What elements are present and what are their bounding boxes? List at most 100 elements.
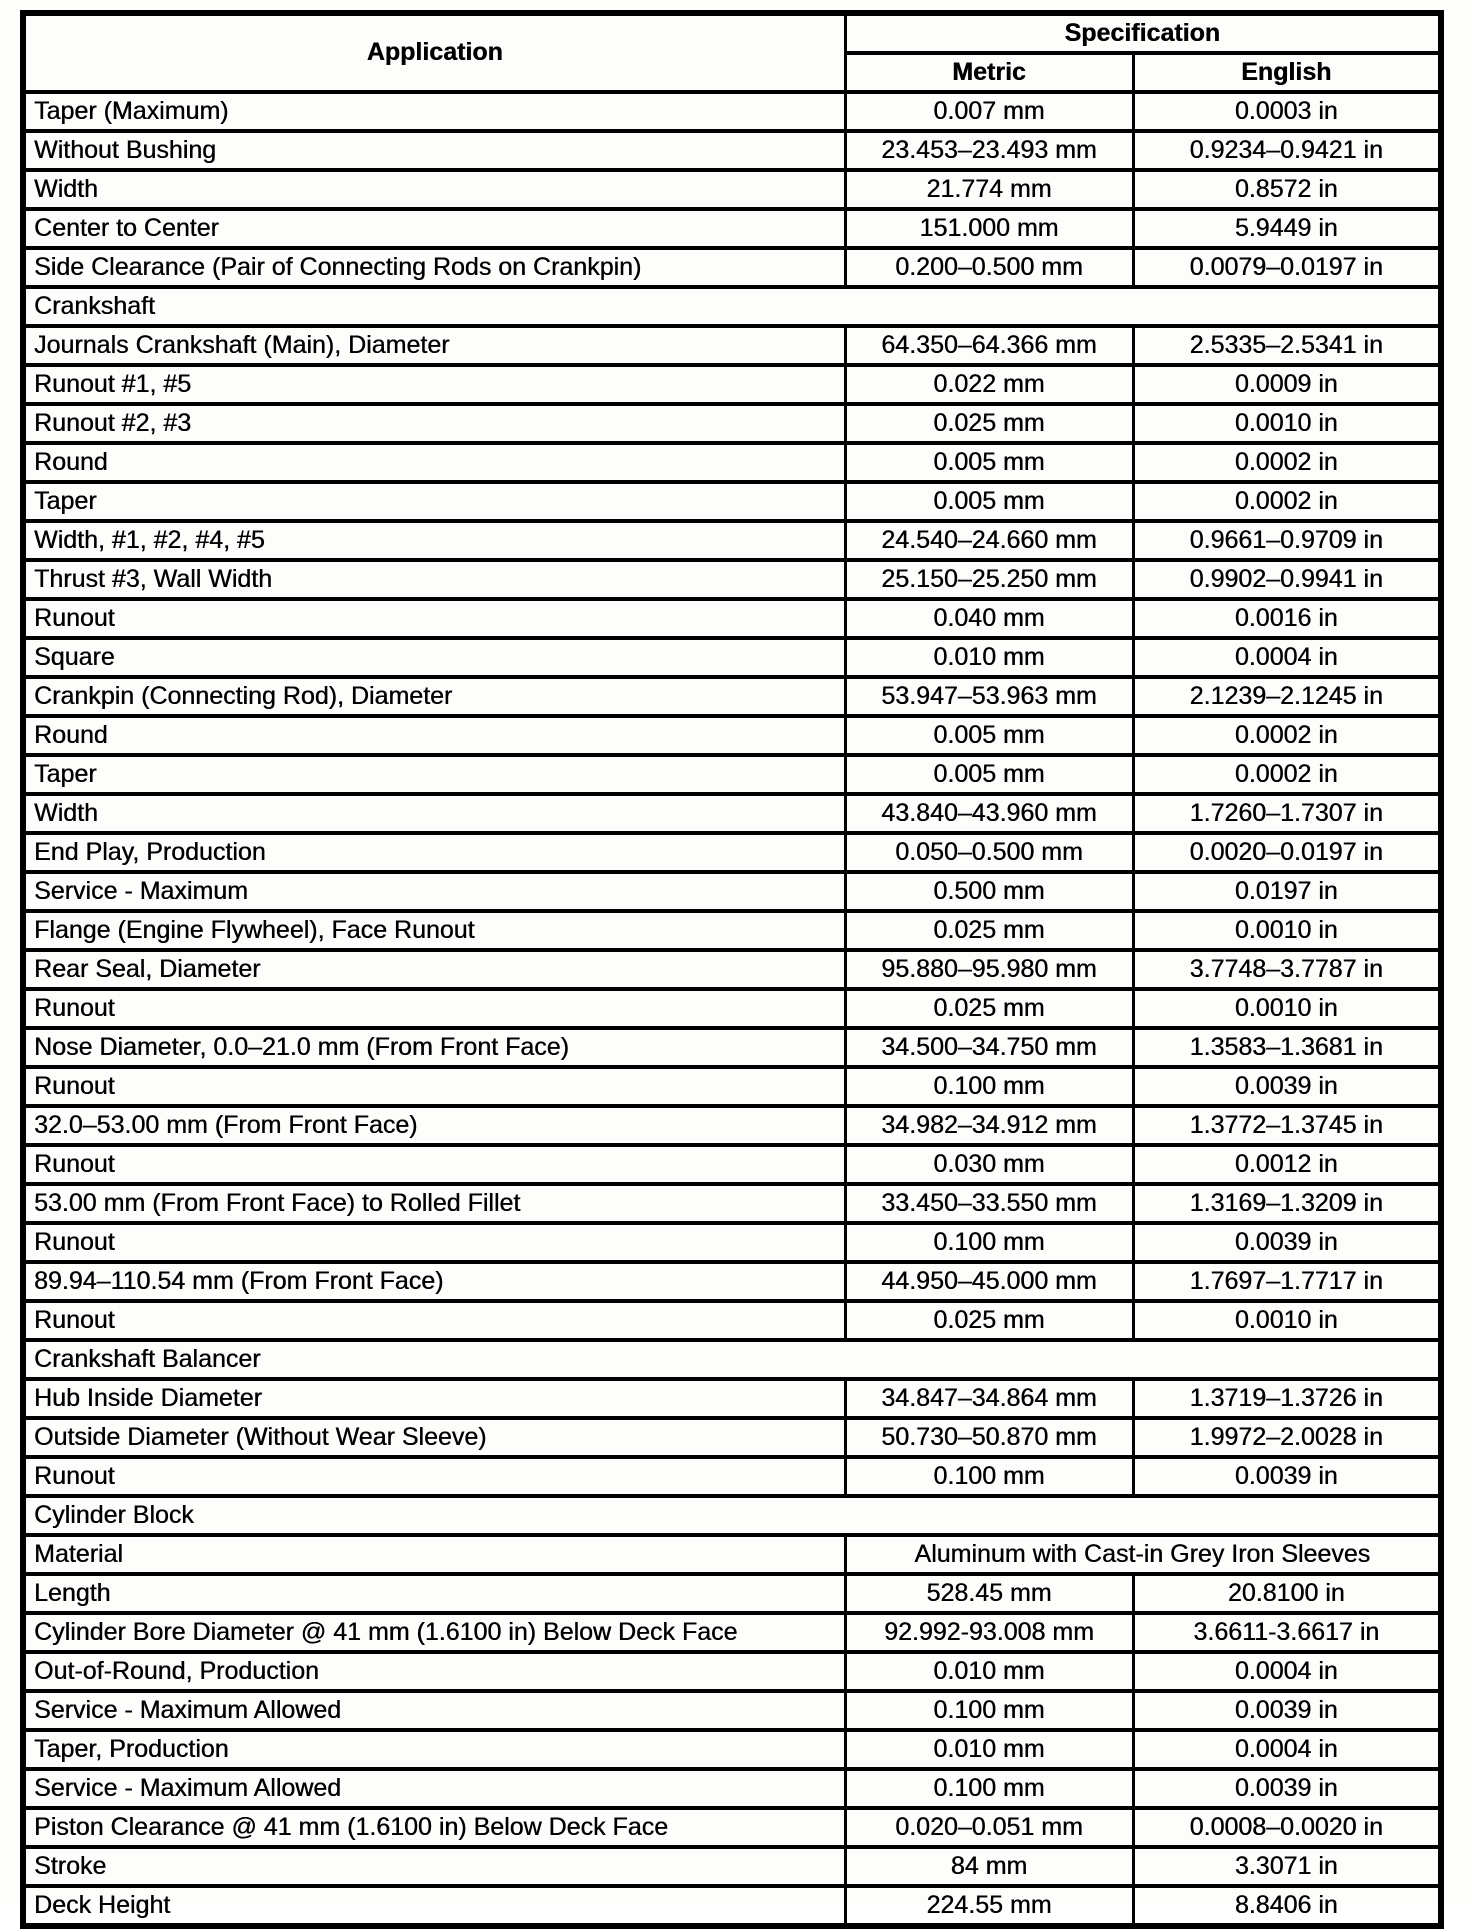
table-row: Rear Seal, Diameter 95.880–95.980 mm 3.774… [21, 948, 1443, 991]
metric-value-cell: 0.005 mm [843, 480, 1135, 523]
row-label-cell: Taper [21, 753, 847, 796]
table-row: Square 0.010 mm 0.0004 in [21, 636, 1443, 679]
table-row: Crankpin (Connecting Rod), Diameter 53.94… [21, 675, 1443, 718]
row-label-cell: Hub Inside Diameter [21, 1377, 847, 1420]
metric-value-cell: 0.025 mm [843, 402, 1135, 445]
row-label-cell: Runout #2, #3 [21, 402, 847, 445]
table-row: Journals Crankshaft (Main), Diameter 64.3… [21, 324, 1443, 367]
metric-value-cell: 224.55 mm [843, 1884, 1135, 1928]
table-row: Thrust #3, Wall Width 25.150–25.250 mm 0.9… [21, 558, 1443, 601]
row-label-cell: Width [21, 168, 847, 211]
table-row: Nose Diameter, 0.0–21.0 mm (From Front F… [21, 1026, 1443, 1069]
metric-value-cell: 43.840–43.960 mm [843, 792, 1135, 835]
metric-value-cell: 0.005 mm [843, 441, 1135, 484]
english-value-cell: 0.0039 in [1131, 1221, 1443, 1264]
table-row: Runout 0.040 mm 0.0016 in [21, 597, 1443, 640]
specification-column-group-header: Specification [843, 11, 1443, 55]
metric-value-cell: 0.025 mm [843, 1299, 1135, 1342]
metric-value-cell: 34.500–34.750 mm [843, 1026, 1135, 1069]
table-row: Side Clearance (Pair of Connecting Rods … [21, 246, 1443, 289]
row-label-cell: Center to Center [21, 207, 847, 250]
table-row: Service - Maximum Allowed 0.100 mm 0.0039 … [21, 1689, 1443, 1732]
table-row: Runout 0.100 mm 0.0039 in [21, 1455, 1443, 1498]
english-value-cell: 1.7260–1.7307 in [1131, 792, 1443, 835]
metric-value-cell: 151.000 mm [843, 207, 1135, 250]
english-value-cell: 0.0197 in [1131, 870, 1443, 913]
table-row: Outside Diameter (Without Wear Sleeve) 50… [21, 1416, 1443, 1459]
metric-value-cell: 0.010 mm [843, 1650, 1135, 1693]
english-value-cell: 0.0004 in [1131, 636, 1443, 679]
english-value-cell: 2.5335–2.5341 in [1131, 324, 1443, 367]
application-column-header: Application [21, 11, 847, 94]
table-row: Flange (Engine Flywheel), Face Runout 0.0… [21, 909, 1443, 952]
section-header-cell: Crankshaft [21, 285, 1443, 328]
row-label-cell: Square [21, 636, 847, 679]
row-label-cell: Runout #1, #5 [21, 363, 847, 406]
english-value-cell: 2.1239–2.1245 in [1131, 675, 1443, 718]
table-row: Runout 0.030 mm 0.0012 in [21, 1143, 1443, 1186]
english-value-cell: 0.0003 in [1131, 90, 1443, 133]
table-row: 32.0–53.00 mm (From Front Face) 34.982–34… [21, 1104, 1443, 1147]
metric-value-cell: 50.730–50.870 mm [843, 1416, 1135, 1459]
english-value-cell: 1.3169–1.3209 in [1131, 1182, 1443, 1225]
row-label-cell: Stroke [21, 1845, 847, 1888]
metric-value-cell: 0.005 mm [843, 753, 1135, 796]
row-label-cell: Service - Maximum Allowed [21, 1767, 847, 1810]
metric-value-cell: 0.100 mm [843, 1455, 1135, 1498]
row-label-cell: Runout [21, 1455, 847, 1498]
table-row: Taper 0.005 mm 0.0002 in [21, 480, 1443, 523]
table-row: Service - Maximum Allowed 0.100 mm 0.0039 … [21, 1767, 1443, 1810]
table-row: 53.00 mm (From Front Face) to Rolled Fil… [21, 1182, 1443, 1225]
merged-value-cell: Aluminum with Cast-in Grey Iron Sleeves [843, 1533, 1443, 1576]
english-value-cell: 1.3583–1.3681 in [1131, 1026, 1443, 1069]
metric-value-cell: 34.847–34.864 mm [843, 1377, 1135, 1420]
row-label-cell: Round [21, 441, 847, 484]
row-label-cell: Piston Clearance @ 41 mm (1.6100 in) Bel… [21, 1806, 847, 1849]
english-value-cell: 1.9972–2.0028 in [1131, 1416, 1443, 1459]
table-row: 89.94–110.54 mm (From Front Face) 44.950–… [21, 1260, 1443, 1303]
metric-value-cell: 0.500 mm [843, 870, 1135, 913]
row-label-cell: Cylinder Bore Diameter @ 41 mm (1.6100 i… [21, 1611, 847, 1654]
english-value-cell: 0.0012 in [1131, 1143, 1443, 1186]
english-value-cell: 0.0002 in [1131, 753, 1443, 796]
metric-value-cell: 33.450–33.550 mm [843, 1182, 1135, 1225]
row-label-cell: Runout [21, 1299, 847, 1342]
row-label-cell: Length [21, 1572, 847, 1615]
table-row: Center to Center 151.000 mm 5.9449 in [21, 207, 1443, 250]
table-row: Runout 0.025 mm 0.0010 in [21, 987, 1443, 1030]
row-label-cell: Taper, Production [21, 1728, 847, 1771]
table-row: Cylinder Bore Diameter @ 41 mm (1.6100 i… [21, 1611, 1443, 1654]
english-value-cell: 0.0002 in [1131, 441, 1443, 484]
row-label-cell: Nose Diameter, 0.0–21.0 mm (From Front F… [21, 1026, 847, 1069]
metric-value-cell: 0.025 mm [843, 987, 1135, 1030]
row-label-cell: Thrust #3, Wall Width [21, 558, 847, 601]
english-value-cell: 3.7748–3.7787 in [1131, 948, 1443, 991]
table-row: Width, #1, #2, #4, #5 24.540–24.660 mm 0.9… [21, 519, 1443, 562]
english-value-cell: 0.0010 in [1131, 1299, 1443, 1342]
table-row: Round 0.005 mm 0.0002 in [21, 441, 1443, 484]
metric-value-cell: 84 mm [843, 1845, 1135, 1888]
english-value-cell: 0.0004 in [1131, 1728, 1443, 1771]
row-label-cell: Round [21, 714, 847, 757]
metric-value-cell: 0.100 mm [843, 1689, 1135, 1732]
english-value-cell: 0.0008–0.0020 in [1131, 1806, 1443, 1849]
row-label-cell: Deck Height [21, 1884, 847, 1928]
table-row: Width 21.774 mm 0.8572 in [21, 168, 1443, 211]
row-label-cell: 32.0–53.00 mm (From Front Face) [21, 1104, 847, 1147]
section-header-row: Crankshaft Balancer [21, 1338, 1443, 1381]
english-value-cell: 0.0010 in [1131, 987, 1443, 1030]
row-label-cell: Journals Crankshaft (Main), Diameter [21, 324, 847, 367]
english-value-cell: 0.0039 in [1131, 1689, 1443, 1732]
table-row: Service - Maximum 0.500 mm 0.0197 in [21, 870, 1443, 913]
english-value-cell: 0.0039 in [1131, 1065, 1443, 1108]
row-label-cell: Taper [21, 480, 847, 523]
table-row: Taper (Maximum) 0.007 mm 0.0003 in [21, 90, 1443, 133]
section-header-cell: Crankshaft Balancer [21, 1338, 1443, 1381]
metric-value-cell: 44.950–45.000 mm [843, 1260, 1135, 1303]
specification-table-header: Application Specification Metric English [21, 11, 1443, 94]
english-value-cell: 3.3071 in [1131, 1845, 1443, 1888]
english-value-cell: 1.3719–1.3726 in [1131, 1377, 1443, 1420]
metric-value-cell: 528.45 mm [843, 1572, 1135, 1615]
metric-value-cell: 92.992-93.008 mm [843, 1611, 1135, 1654]
english-value-cell: 0.0039 in [1131, 1767, 1443, 1810]
